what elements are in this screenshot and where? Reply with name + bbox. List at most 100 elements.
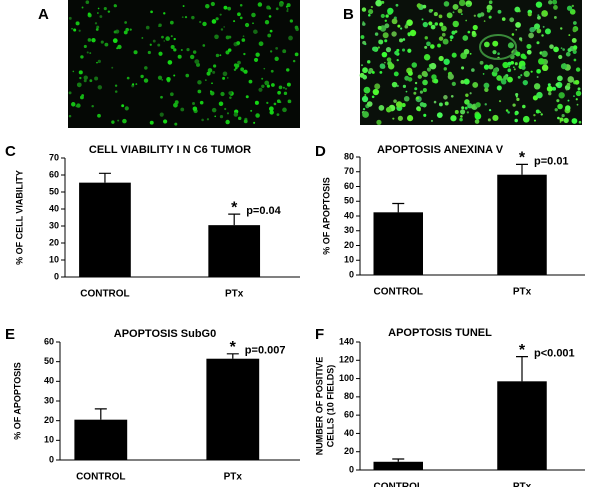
y-tick-label: 60 xyxy=(344,181,354,191)
cell-dot xyxy=(414,81,418,85)
cell-dot xyxy=(366,101,373,107)
chart-title: APOPTOSIS TUNEL xyxy=(388,327,492,339)
cell-dot xyxy=(488,64,494,70)
cell-dot xyxy=(254,100,259,105)
cell-dot xyxy=(498,100,502,103)
cell-dot xyxy=(567,48,572,52)
cell-dot xyxy=(227,6,232,11)
cell-dot xyxy=(473,14,476,17)
cell-dot xyxy=(266,101,269,104)
cell-dot xyxy=(407,70,413,76)
cell-dot xyxy=(374,32,379,36)
cell-dot xyxy=(360,35,365,39)
cell-dot xyxy=(409,29,417,37)
y-tick-label: 60 xyxy=(49,169,59,179)
cell-dot xyxy=(471,104,476,110)
cell-dot xyxy=(541,50,548,58)
cell-dot xyxy=(218,101,224,107)
cell-dot xyxy=(443,1,450,7)
cell-dot xyxy=(135,83,138,85)
cell-dot xyxy=(141,37,144,39)
cell-dot xyxy=(124,106,129,111)
cell-dot xyxy=(165,36,170,41)
cell-dot xyxy=(162,119,168,124)
bar xyxy=(497,381,547,470)
cell-dot xyxy=(71,102,76,107)
cell-dot xyxy=(422,4,427,9)
cell-dot xyxy=(140,74,144,79)
bar xyxy=(206,358,260,460)
cell-dot xyxy=(536,41,540,45)
cell-dot xyxy=(214,34,219,40)
cell-dot xyxy=(423,113,427,117)
cell-dot xyxy=(228,35,232,39)
cell-dot xyxy=(417,108,421,112)
panel-label: F xyxy=(315,326,324,343)
cell-dot xyxy=(111,66,114,69)
cell-dot xyxy=(282,107,287,113)
cell-dot xyxy=(548,91,552,96)
cell-dot xyxy=(571,38,577,43)
cell-dot xyxy=(147,50,151,55)
cell-dot xyxy=(287,99,292,104)
y-tick-label: 10 xyxy=(44,435,54,445)
cell-dot xyxy=(536,76,539,78)
cell-dot xyxy=(270,70,274,73)
cell-dot xyxy=(559,121,562,123)
cell-dot xyxy=(423,54,431,61)
cell-dot xyxy=(368,9,374,15)
cell-dot xyxy=(465,93,469,97)
cell-dot xyxy=(537,14,540,17)
cell-dot xyxy=(263,67,266,70)
cell-dot xyxy=(378,39,384,45)
cell-dot xyxy=(78,70,83,75)
cell-dot xyxy=(496,75,502,81)
cell-dot xyxy=(515,95,518,98)
cell-dot xyxy=(507,76,513,83)
cell-dot xyxy=(269,110,274,115)
cell-dot xyxy=(209,90,213,93)
cell-dot xyxy=(428,21,433,26)
cell-dot xyxy=(540,113,543,116)
cell-dot xyxy=(507,68,512,73)
cell-dot xyxy=(452,20,459,28)
cell-dot xyxy=(211,107,217,113)
cell-dot xyxy=(460,109,466,115)
cell-dot xyxy=(278,85,283,90)
cell-dot xyxy=(518,37,523,41)
cell-dot xyxy=(253,57,259,62)
cell-dot xyxy=(112,38,118,44)
bar xyxy=(74,419,128,460)
bar xyxy=(373,461,423,470)
cell-dot xyxy=(449,35,454,40)
cell-dot xyxy=(85,0,90,4)
cell-dot xyxy=(123,30,128,35)
cell-dot xyxy=(371,95,375,99)
cell-dot xyxy=(521,65,526,70)
y-axis-label: CELLS (10 FIELDS) xyxy=(325,365,335,448)
cell-dot xyxy=(211,19,217,24)
y-tick-label: 0 xyxy=(54,271,59,281)
error-bar xyxy=(516,356,528,382)
cell-dot xyxy=(273,102,277,106)
cell-dot xyxy=(482,73,485,75)
cell-dot xyxy=(78,29,81,32)
cell-dot xyxy=(517,75,521,79)
cell-dot xyxy=(194,59,200,64)
cell-dot xyxy=(375,0,383,7)
cell-dot xyxy=(180,107,185,112)
cell-dot xyxy=(104,42,109,47)
cell-dot xyxy=(396,48,400,52)
cell-dot xyxy=(241,38,246,42)
cell-dot xyxy=(239,16,243,20)
cell-dot xyxy=(483,20,486,22)
cell-dot xyxy=(186,47,190,52)
cell-dot xyxy=(433,100,437,104)
cell-dot xyxy=(294,25,299,30)
cell-dot xyxy=(557,103,563,110)
cell-dot xyxy=(248,79,253,84)
cell-dot xyxy=(522,115,530,123)
y-tick-label: 20 xyxy=(344,446,354,456)
cell-dot xyxy=(382,32,389,39)
cell-dot xyxy=(526,49,532,55)
